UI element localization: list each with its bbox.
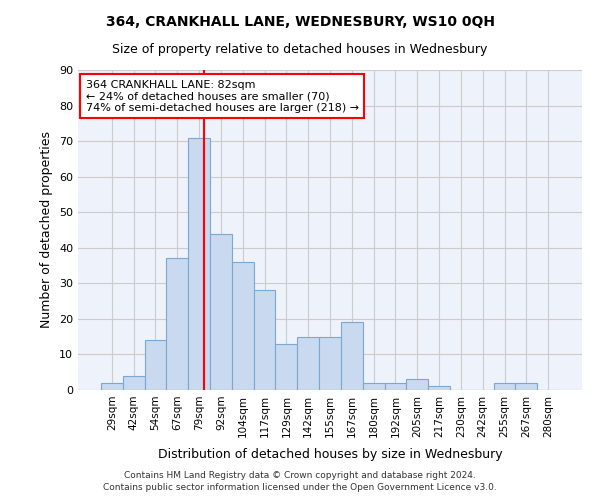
Bar — [123, 376, 145, 390]
Bar — [494, 383, 515, 390]
Bar — [232, 262, 254, 390]
Bar — [275, 344, 297, 390]
Bar — [145, 340, 166, 390]
Text: Contains public sector information licensed under the Open Government Licence v3: Contains public sector information licen… — [103, 484, 497, 492]
Bar — [254, 290, 275, 390]
Bar — [428, 386, 450, 390]
Text: Contains HM Land Registry data © Crown copyright and database right 2024.: Contains HM Land Registry data © Crown c… — [124, 471, 476, 480]
Bar — [406, 380, 428, 390]
Bar — [341, 322, 363, 390]
Bar — [297, 336, 319, 390]
Bar — [319, 336, 341, 390]
X-axis label: Distribution of detached houses by size in Wednesbury: Distribution of detached houses by size … — [158, 448, 502, 461]
Bar — [363, 383, 385, 390]
Y-axis label: Number of detached properties: Number of detached properties — [40, 132, 53, 328]
Text: 364 CRANKHALL LANE: 82sqm
← 24% of detached houses are smaller (70)
74% of semi-: 364 CRANKHALL LANE: 82sqm ← 24% of detac… — [86, 80, 359, 113]
Bar — [515, 383, 537, 390]
Bar — [101, 383, 123, 390]
Bar — [385, 383, 406, 390]
Text: 364, CRANKHALL LANE, WEDNESBURY, WS10 0QH: 364, CRANKHALL LANE, WEDNESBURY, WS10 0Q… — [106, 15, 494, 29]
Bar — [166, 258, 188, 390]
Bar — [210, 234, 232, 390]
Text: Size of property relative to detached houses in Wednesbury: Size of property relative to detached ho… — [112, 42, 488, 56]
Bar — [188, 138, 210, 390]
